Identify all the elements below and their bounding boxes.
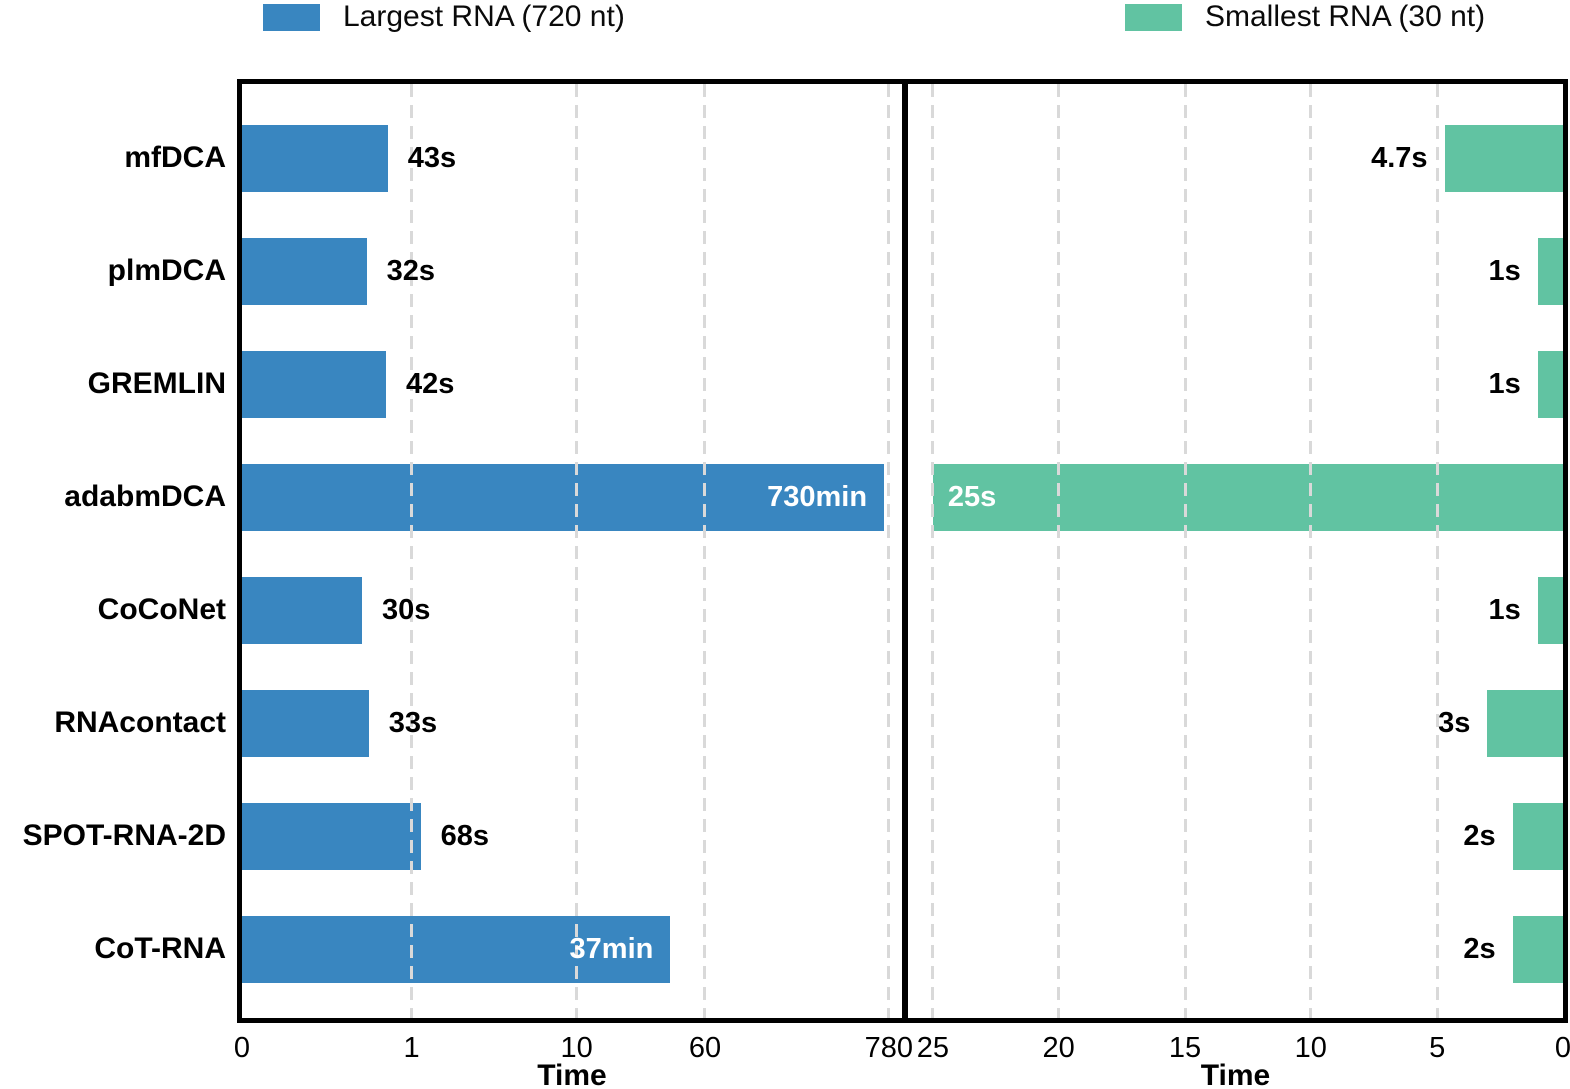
- value-label-largest-RNAcontact: 33s: [388, 706, 438, 739]
- category-label-CoCoNet: CoCoNet: [97, 593, 226, 626]
- value-label-smallest-plmDCA: 1s: [1488, 254, 1521, 287]
- gridline-left-1: [410, 84, 414, 1018]
- bar-largest-GREMLIN: [242, 350, 387, 418]
- bar-largest-CoT-RNA: [242, 915, 671, 983]
- tick-left-780: 780: [864, 1032, 913, 1064]
- bar-largest-mfDCA: [242, 124, 388, 192]
- panel-divider: [902, 79, 908, 1023]
- bar-smallest-CoT-RNA: [1512, 915, 1563, 983]
- legend-item-smallest-rna: Smallest RNA (30 nt): [1125, 1, 1485, 33]
- category-label-RNAcontact: RNAcontact: [54, 706, 226, 739]
- tick-left-1: 1: [403, 1032, 420, 1064]
- left-spine: [237, 79, 242, 1023]
- value-label-smallest-CoT-RNA: 2s: [1463, 932, 1496, 965]
- gridline-left-10: [575, 84, 579, 1018]
- gridline-left-60: [703, 84, 707, 1018]
- bar-smallest-mfDCA: [1444, 124, 1563, 192]
- panel-smallest-rna: 4.7s 1s 1s 25s 1s 3s 2s 2s: [908, 84, 1563, 1018]
- tick-right-10: 10: [1294, 1032, 1327, 1064]
- tick-right-25: 25: [916, 1032, 950, 1064]
- value-label-largest-SPOT-RNA-2D: 68s: [440, 819, 489, 852]
- x-axis-title-left: Time: [537, 1059, 607, 1089]
- panel-largest-rna: 43s 32s 42s 730min 30s 33s 68s 37min: [242, 84, 902, 1018]
- value-label-largest-mfDCA: 43s: [407, 141, 457, 174]
- legend-label-largest-rna: Largest RNA (720 nt): [343, 0, 625, 33]
- bar-largest-RNAcontact: [242, 689, 369, 757]
- value-label-smallest-SPOT-RNA-2D: 2s: [1463, 819, 1496, 852]
- bar-largest-adabmDCA: [242, 463, 885, 531]
- tick-right-15: 15: [1168, 1032, 1202, 1064]
- value-label-largest-plmDCA: 32s: [386, 254, 435, 287]
- legend-item-largest-rna: Largest RNA (720 nt): [263, 1, 625, 33]
- category-label-adabmDCA: adabmDCA: [64, 480, 226, 513]
- value-label-largest-adabmDCA: 730min: [767, 480, 868, 513]
- bar-smallest-SPOT-RNA-2D: [1512, 802, 1563, 870]
- x-axis-title-right: Time: [1200, 1059, 1271, 1089]
- bar-smallest-GREMLIN: [1537, 350, 1563, 418]
- right-spine: [1563, 79, 1568, 1023]
- category-label-CoT-RNA: CoT-RNA: [94, 932, 226, 965]
- tick-left-10: 10: [560, 1032, 593, 1064]
- gridline-left-780: [887, 84, 891, 1018]
- category-label-GREMLIN: GREMLIN: [87, 367, 226, 400]
- tick-right-20: 20: [1042, 1032, 1075, 1064]
- category-label-SPOT-RNA-2D: SPOT-RNA-2D: [22, 819, 226, 852]
- bar-smallest-CoCoNet: [1537, 576, 1563, 644]
- value-label-smallest-RNAcontact: 3s: [1438, 706, 1471, 739]
- tick-left-60: 60: [688, 1032, 722, 1064]
- legend-label-smallest-rna: Smallest RNA (30 nt): [1205, 0, 1486, 33]
- value-label-smallest-mfDCA: 4.7s: [1371, 141, 1428, 174]
- bar-smallest-adabmDCA: [932, 463, 1563, 531]
- tick-left-0: 0: [233, 1032, 251, 1064]
- tick-right-5: 5: [1429, 1032, 1446, 1064]
- value-label-largest-CoT-RNA: 37min: [569, 932, 654, 965]
- value-label-smallest-GREMLIN: 1s: [1488, 367, 1521, 400]
- bar-largest-plmDCA: [242, 237, 367, 305]
- category-label-mfDCA: mfDCA: [124, 141, 226, 174]
- bar-smallest-plmDCA: [1537, 237, 1563, 305]
- bar-largest-CoCoNet: [242, 576, 362, 644]
- gridline-right-15: [1183, 84, 1187, 1018]
- gridline-right-20: [1057, 84, 1061, 1018]
- value-label-smallest-CoCoNet: 1s: [1488, 593, 1521, 626]
- gridline-right-25: [931, 84, 935, 1018]
- category-label-plmDCA: plmDCA: [107, 254, 226, 287]
- gridline-right-5: [1435, 84, 1439, 1018]
- value-label-largest-CoCoNet: 30s: [381, 593, 431, 626]
- tick-right-0: 0: [1554, 1032, 1570, 1064]
- value-label-largest-GREMLIN: 42s: [406, 367, 455, 400]
- legend-swatch-smallest-rna: [1125, 3, 1182, 31]
- legend-swatch-largest-rna: [263, 3, 320, 31]
- gridline-right-10: [1309, 84, 1313, 1018]
- bar-largest-SPOT-RNA-2D: [242, 802, 421, 870]
- bar-smallest-RNAcontact: [1487, 689, 1563, 757]
- value-label-smallest-adabmDCA: 25s: [947, 480, 997, 513]
